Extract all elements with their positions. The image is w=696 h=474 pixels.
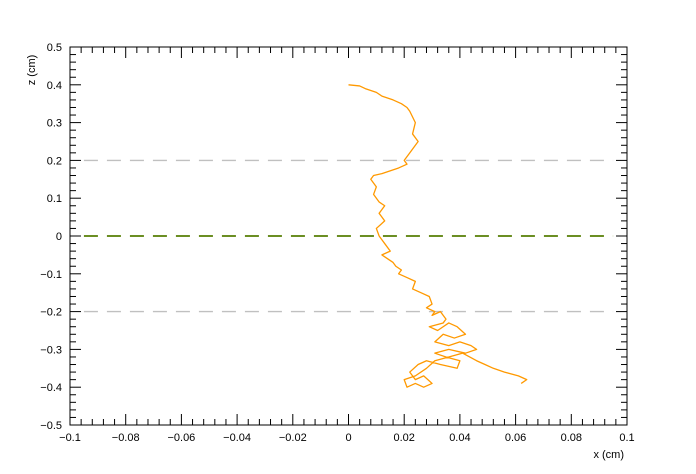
- x-axis-ticks: [69, 47, 628, 425]
- x-tick-label: −0.06: [167, 432, 195, 444]
- x-tick-label: 0.04: [449, 432, 470, 444]
- x-axis-tick-labels: −0.1 −0.08 −0.06 −0.04 −0.02 0 0.02 0.04 0.06 0.0…: [59, 432, 635, 444]
- x-axis-label: x (cm): [593, 449, 624, 461]
- x-tick-label: −0.1: [59, 432, 81, 444]
- x-tick-label: 0.1: [619, 432, 634, 444]
- y-axis-label: z (cm): [26, 55, 38, 86]
- x-tick-label: 0.08: [561, 432, 582, 444]
- y-tick-label: −0.3: [40, 344, 62, 356]
- x-tick-label: −0.02: [279, 432, 307, 444]
- x-tick-label: 0.02: [393, 432, 414, 444]
- y-axis-ticks: [70, 46, 627, 426]
- y-tick-label: −0.2: [40, 307, 62, 319]
- y-tick-label: 0.5: [47, 42, 62, 54]
- series-line-0: [348, 84, 528, 388]
- y-tick-label: 0.3: [47, 118, 62, 130]
- y-tick-label: −0.5: [40, 420, 62, 432]
- y-tick-label: 0: [56, 231, 62, 243]
- y-tick-label: −0.4: [40, 382, 62, 394]
- y-tick-label: 0.2: [47, 155, 62, 167]
- y-axis-tick-labels: −0.5 −0.4 −0.3 −0.2 −0.1 0 0.1 0.2 0.3 0.4 0.5: [40, 42, 62, 432]
- reference-lines: [83, 159, 614, 313]
- x-tick-label: 0: [345, 432, 351, 444]
- x-tick-label: −0.04: [223, 432, 251, 444]
- y-tick-label: 0.4: [47, 80, 62, 92]
- x-tick-label: 0.06: [505, 432, 526, 444]
- y-tick-label: 0.1: [47, 193, 62, 205]
- y-tick-label: −0.1: [40, 269, 62, 281]
- x-tick-label: −0.08: [112, 432, 140, 444]
- series-layer: [348, 84, 528, 388]
